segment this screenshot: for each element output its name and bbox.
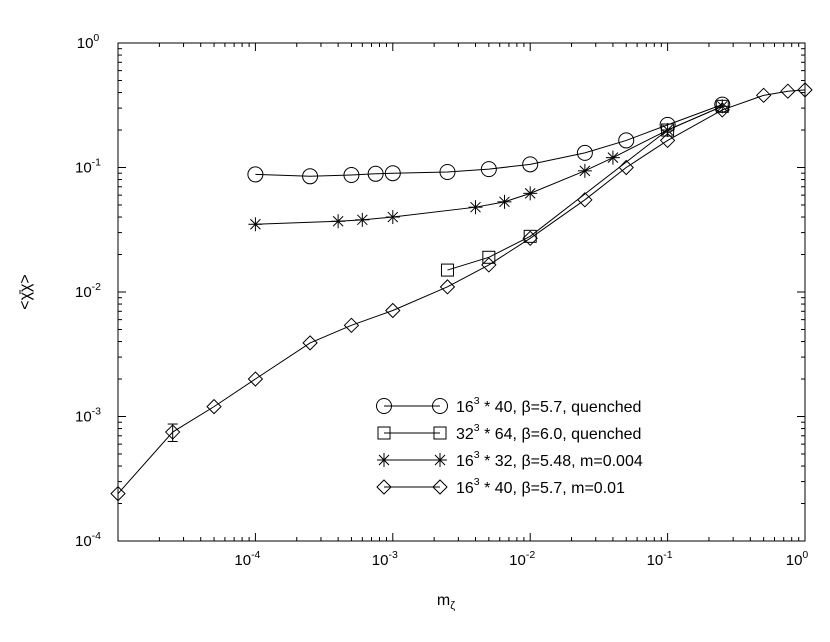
legend-label: 323 * 64, β=6.0, quenched (456, 422, 641, 443)
data-point-circle (576, 144, 593, 161)
y-tick-label: 10-3 (75, 406, 101, 426)
data-point-star (660, 123, 675, 138)
data-point-square (377, 426, 391, 440)
data-point-diamond (618, 159, 634, 176)
data-point-diamond (206, 398, 222, 415)
x-tick-label: 10-1 (647, 549, 673, 569)
data-point-circle (522, 156, 539, 173)
data-point-star (523, 186, 538, 201)
data-point-star (715, 99, 730, 114)
data-point-diamond (577, 192, 593, 208)
legend-entry: 163 * 32, β=5.48, m=0.004 (377, 449, 643, 470)
y-tick-label: 10-2 (75, 281, 101, 301)
legend-label: 163 * 32, β=5.48, m=0.004 (456, 449, 643, 470)
data-point-diamond (302, 335, 318, 351)
y-tick-label: 10-1 (75, 157, 101, 177)
data-point-star (248, 217, 263, 232)
data-point-square (523, 229, 537, 243)
axis-ticks (117, 42, 806, 542)
series-circle (247, 96, 731, 185)
series-line (447, 105, 723, 271)
x-tick-label: 10-3 (372, 549, 398, 569)
x-tick-label: 10-2 (509, 549, 535, 569)
data-point-star (385, 210, 400, 225)
x-axis-label: mζ (437, 592, 455, 612)
data-point-diamond (343, 317, 360, 334)
legend-label: 163 * 40, β=5.7, m=0.01 (456, 476, 625, 497)
legend: 163 * 40, β=5.7, quenched 323 * 64, β=6.0… (376, 395, 643, 497)
data-point-diamond (247, 371, 264, 387)
data-point-diamond (376, 479, 392, 495)
data-point-diamond (432, 479, 448, 495)
data-point-star (468, 200, 483, 215)
legend-entry: 163 * 40, β=5.7, m=0.01 (376, 476, 625, 497)
x-tick-label: 100 (786, 549, 809, 569)
data-point-star (331, 214, 346, 229)
series-layer (110, 82, 813, 502)
data-point-diamond (164, 424, 181, 440)
data-point-circle (247, 166, 264, 183)
data-point-diamond (780, 83, 796, 99)
data-point-diamond (481, 257, 497, 273)
data-point-square (433, 426, 447, 440)
data-point-circle (376, 398, 392, 414)
series-line (255, 104, 723, 177)
tick-labels: 10-4 10-3 10-2 10-1 100 10-4 10-3 10-2 10-1 100 (75, 32, 808, 569)
data-point-diamond (439, 279, 456, 295)
data-point-circle (367, 165, 384, 182)
data-point-diamond (385, 302, 401, 319)
data-point-diamond (659, 132, 676, 149)
data-point-star (355, 212, 370, 227)
legend-entry: 163 * 40, β=5.7, quenched (376, 395, 641, 416)
data-point-circle (432, 398, 448, 414)
series-diamond (110, 82, 813, 502)
data-point-circle (439, 164, 456, 181)
data-point-star (497, 194, 512, 209)
series-square (440, 99, 729, 277)
data-point-star (605, 150, 620, 165)
x-tick-label: 10-4 (234, 549, 260, 569)
data-point-diamond (797, 82, 813, 98)
y-axis-label: <χ̄χ> (17, 274, 34, 309)
data-point-diamond (110, 485, 126, 502)
data-point-circle (384, 165, 401, 182)
series-line (255, 105, 723, 225)
data-point-diamond (755, 87, 772, 104)
data-point-star (433, 453, 447, 467)
data-point-star (577, 163, 592, 178)
data-point-circle (302, 168, 319, 185)
series-line (117, 89, 806, 494)
data-point-square (482, 250, 496, 264)
data-point-circle (480, 161, 497, 178)
data-point-star (377, 453, 391, 467)
y-tick-label: 10-4 (75, 530, 101, 550)
legend-entry: 323 * 64, β=6.0, quenched (377, 422, 641, 443)
data-point-diamond (714, 102, 730, 118)
data-point-circle (343, 167, 360, 184)
series-star (248, 99, 730, 232)
data-point-diamond (522, 230, 538, 247)
data-point-square (440, 263, 454, 277)
data-point-circle (618, 132, 635, 149)
legend-label: 163 * 40, β=5.7, quenched (456, 395, 641, 416)
y-tick-label: 100 (77, 32, 100, 52)
